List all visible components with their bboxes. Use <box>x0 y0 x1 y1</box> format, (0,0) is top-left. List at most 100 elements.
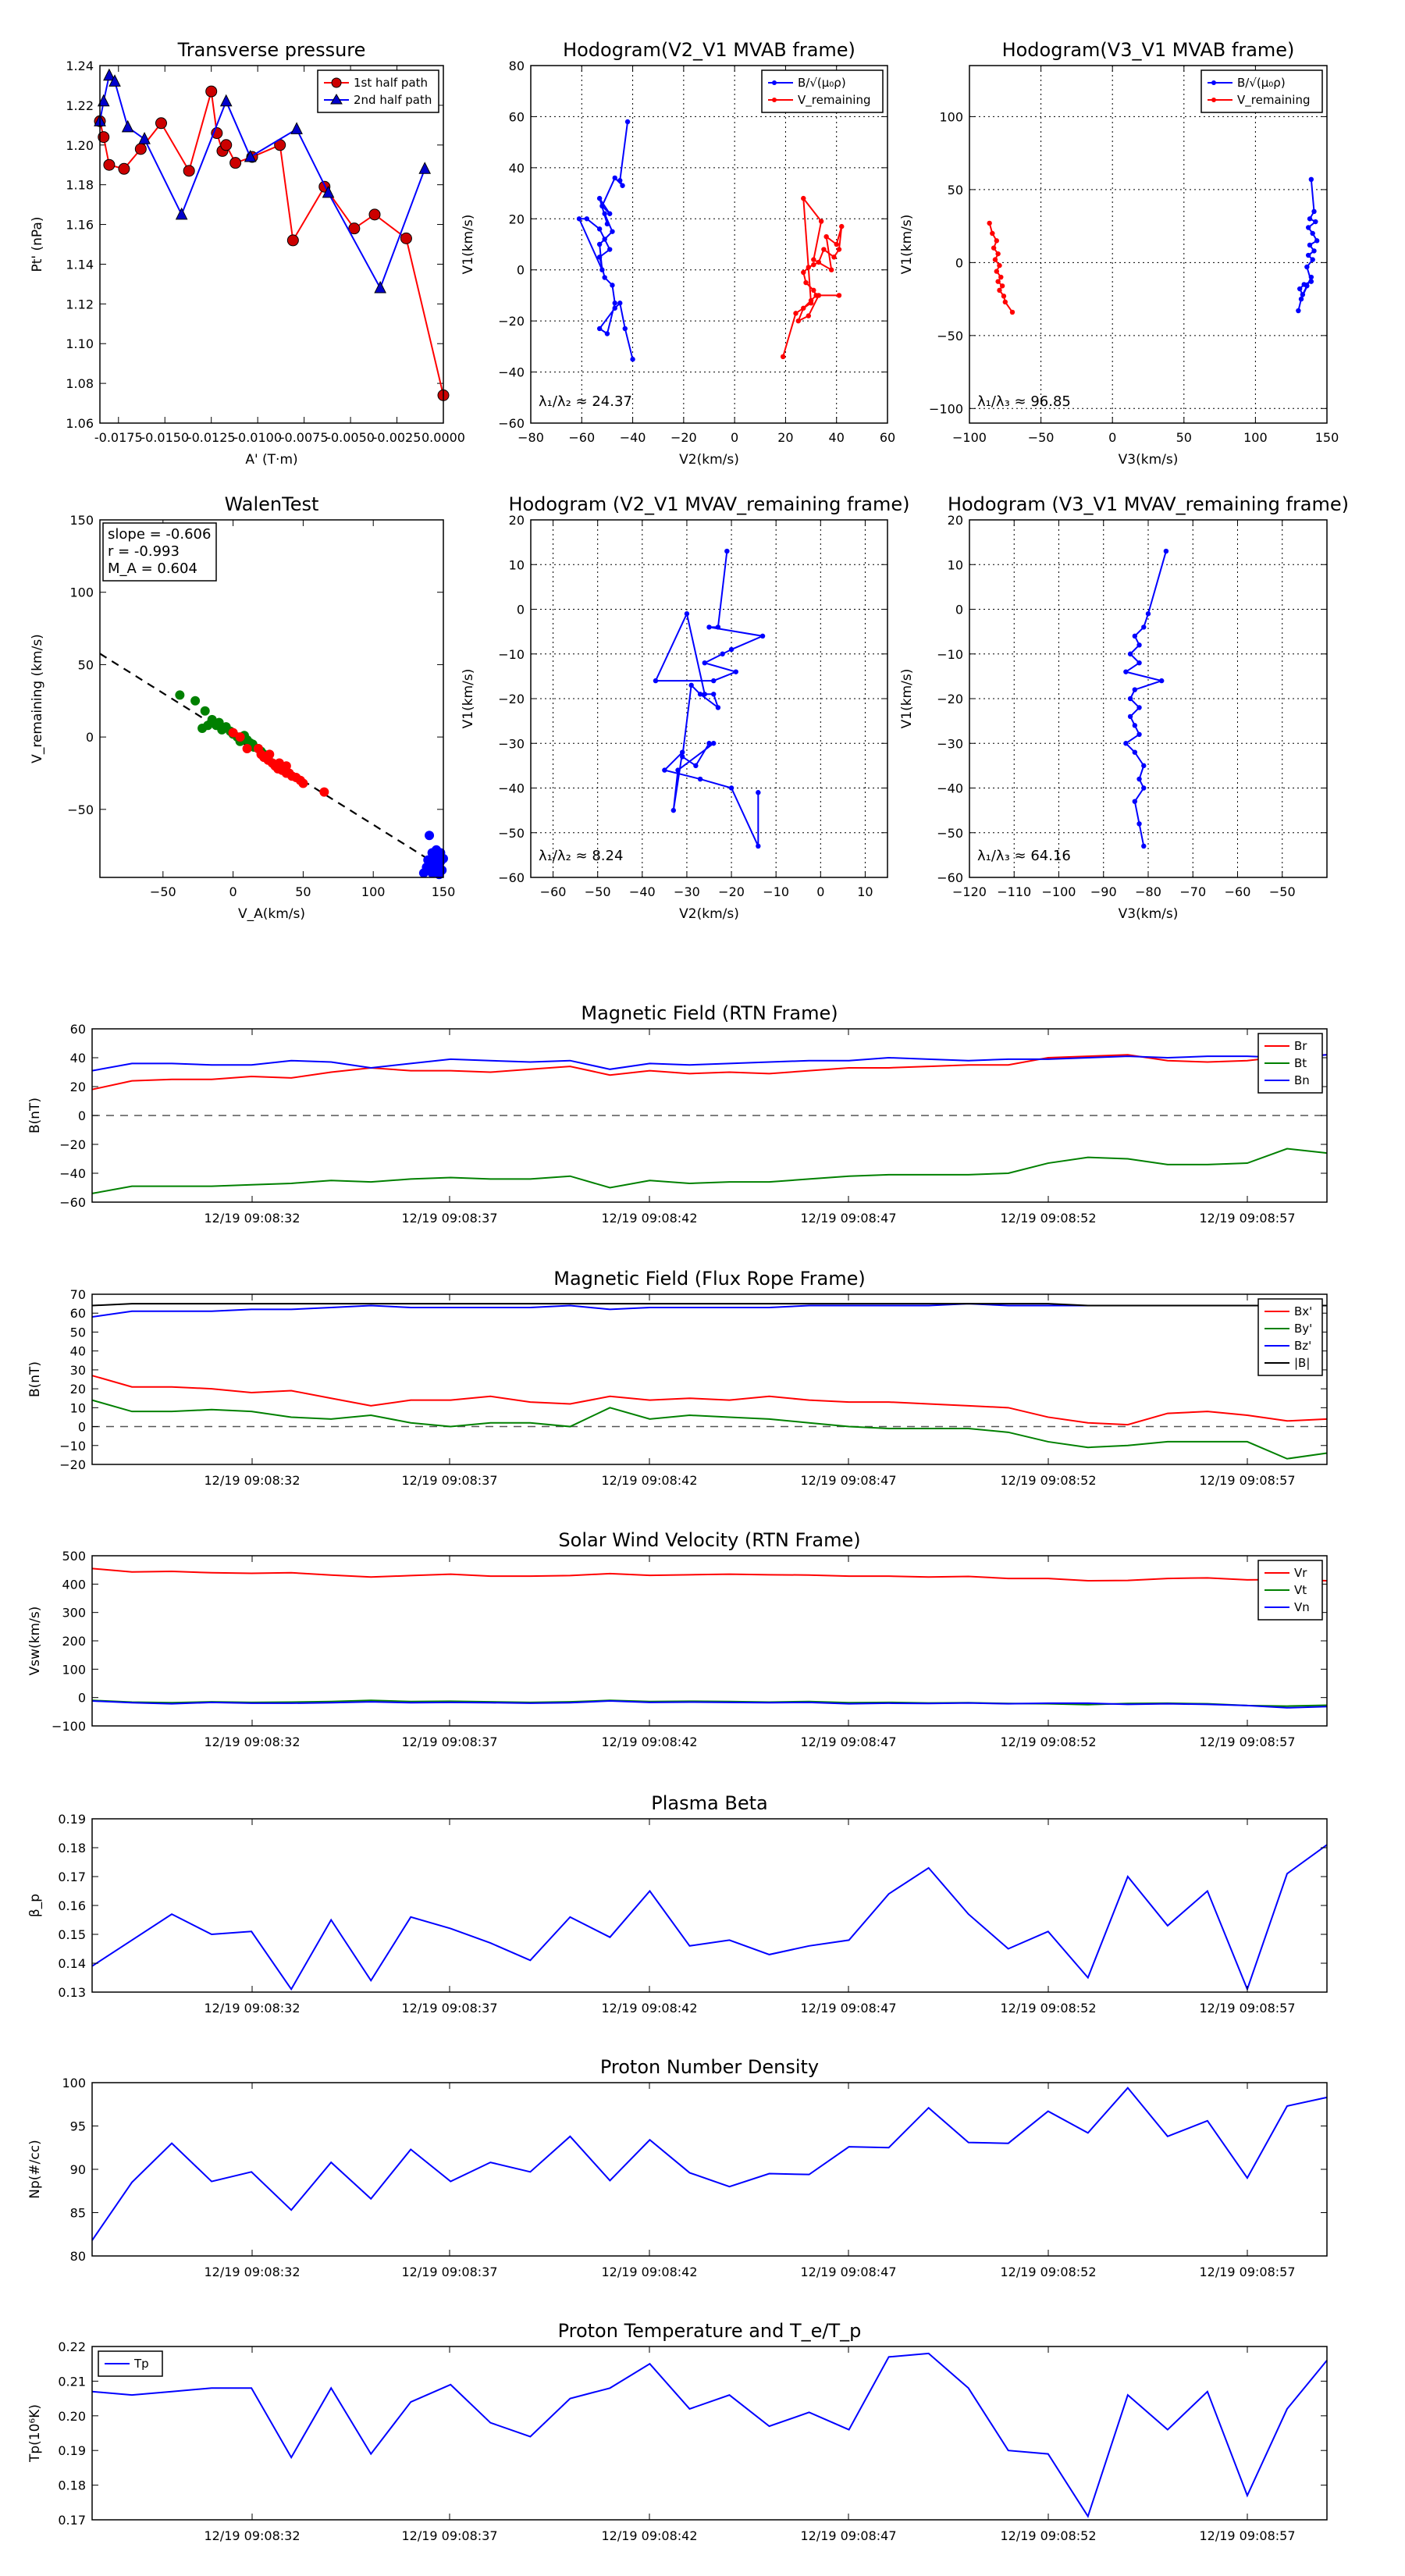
y-tick-label: 200 <box>62 1634 86 1649</box>
y-tick-label: −60 <box>498 416 525 431</box>
x-tick-label: 12/19 09:08:47 <box>800 2265 896 2279</box>
x-tick-label: 12/19 09:08:32 <box>204 1211 300 1226</box>
data-point <box>801 269 806 276</box>
data-point <box>604 221 610 227</box>
x-tick-label: -0.0025 <box>373 430 422 445</box>
data-point <box>823 233 829 240</box>
data-point <box>108 74 121 87</box>
y-tick-label: −100 <box>929 401 963 416</box>
y-tick-label: 0.19 <box>58 1812 86 1827</box>
plot-frame <box>91 1293 1328 1465</box>
data-point <box>1132 687 1138 692</box>
x-tick-label: 12/19 09:08:47 <box>800 1211 896 1226</box>
x-tick-label: 12/19 09:08:52 <box>1000 2265 1096 2279</box>
y-tick-label: −40 <box>937 781 963 796</box>
data-point <box>596 241 603 247</box>
y-tick-label: 0.18 <box>58 2478 86 2493</box>
plot-frame <box>530 519 888 878</box>
y-tick-label: −50 <box>937 329 963 343</box>
data-point <box>803 279 809 286</box>
data-point <box>596 326 603 332</box>
x-tick-label: −100 <box>952 430 987 445</box>
data-point <box>808 297 814 304</box>
x-tick-label: 0 <box>731 430 738 445</box>
x-tick-label: −20 <box>670 430 697 445</box>
data-point <box>693 763 699 769</box>
y-axis-label: V_remaining (km/s) <box>30 634 45 763</box>
series-1 <box>94 68 432 294</box>
data-point <box>1307 242 1313 248</box>
legend-label-0: B/√(μ₀ρ) <box>798 76 846 90</box>
data-point <box>711 678 717 684</box>
y-tick-label: 0 <box>78 1108 86 1123</box>
data-point <box>1123 741 1129 746</box>
data-point <box>680 749 685 755</box>
x-tick-label: 12/19 09:08:57 <box>1199 2265 1295 2279</box>
series-line-0 <box>91 1375 1328 1426</box>
x-tick-label: 12/19 09:08:52 <box>1000 1211 1096 1226</box>
data-point <box>602 211 607 216</box>
y-tick-label: 0 <box>517 263 525 278</box>
y-tick-label: 0 <box>78 1691 86 1706</box>
data-point <box>584 216 590 222</box>
legend-box <box>1200 69 1323 113</box>
y-tick-label: 0.22 <box>58 2339 86 2354</box>
data-point <box>991 245 997 251</box>
data-point <box>205 85 218 98</box>
y-tick-label: 0.16 <box>58 1898 86 1913</box>
data-point <box>831 254 837 260</box>
y-tick-label: −20 <box>59 1137 86 1152</box>
x-tick-label: −50 <box>585 884 611 899</box>
data-point <box>200 706 210 716</box>
chart-h21: −80 −60 −40 −20 0 20 40 60−60−40−20020406080Hod… <box>461 39 895 468</box>
plot-background <box>969 66 1327 423</box>
legend-label-2: Vn <box>1294 1600 1310 1614</box>
x-tick-label: 12/19 09:08:52 <box>1000 1735 1096 1749</box>
chart-title: Magnetic Field (Flux Rope Frame) <box>553 1268 865 1290</box>
legend-label-3: |B| <box>1294 1356 1310 1370</box>
data-point <box>1127 713 1133 720</box>
data-point <box>1136 776 1142 782</box>
x-axis-label: V_A(km/s) <box>238 906 305 922</box>
x-tick-label: 12/19 09:08:37 <box>401 2528 497 2543</box>
data-point <box>214 717 224 728</box>
chart-walen: −50 0 50 100 150 −50 0 50 100 150 WalenTest V_A(km/… <box>30 493 455 922</box>
y-tick-label: 0.15 <box>58 1927 86 1942</box>
chart-title: Solar Wind Velocity (RTN Frame) <box>558 1529 860 1551</box>
data-point <box>265 749 275 760</box>
data-point <box>242 743 252 753</box>
y-tick-label: 100 <box>62 2076 86 2090</box>
x-tick-label: −50 <box>150 884 176 899</box>
y-tick-label: 1.24 <box>66 59 94 73</box>
x-tick-label: -0.0050 <box>326 430 375 445</box>
data-point <box>1136 705 1142 710</box>
x-tick-label: 12/19 09:08:32 <box>204 1735 300 1749</box>
x-tick-label: −120 <box>952 884 987 899</box>
series-line-1 <box>91 1147 1328 1194</box>
data-point <box>322 185 335 198</box>
data-point <box>811 287 816 294</box>
data-point <box>1141 843 1147 849</box>
data-point <box>596 195 603 201</box>
y-tick-label: 400 <box>62 1577 86 1592</box>
legend-label-1: V_remaining <box>798 93 871 108</box>
data-point <box>1308 279 1314 284</box>
series-line-1 <box>91 1399 1328 1460</box>
y-tick-label: 0 <box>955 255 963 270</box>
plot-background <box>100 66 443 423</box>
y-tick-label: 0.17 <box>58 1870 86 1884</box>
y-tick-label: 60 <box>70 1022 86 1037</box>
chart-bflux: −20 −10 0 10 20 30 40 50 60 70 12/19 09:08:32 12/19… <box>27 1268 1328 1488</box>
annotation: λ₁/λ₃ ≈ 64.16 <box>977 848 1071 864</box>
y-tick-label: 50 <box>70 1325 86 1340</box>
x-tick-label: 12/19 09:08:37 <box>401 2001 497 2016</box>
x-tick-label: 50 <box>1176 430 1192 445</box>
y-tick-label: 0 <box>86 730 94 745</box>
x-tick-label: −20 <box>718 884 745 899</box>
data-point <box>624 119 631 125</box>
data-point <box>1305 225 1311 230</box>
x-tick-label: −50 <box>1028 430 1055 445</box>
data-point <box>281 761 291 771</box>
data-point <box>1314 238 1320 244</box>
data-point <box>994 238 1000 244</box>
